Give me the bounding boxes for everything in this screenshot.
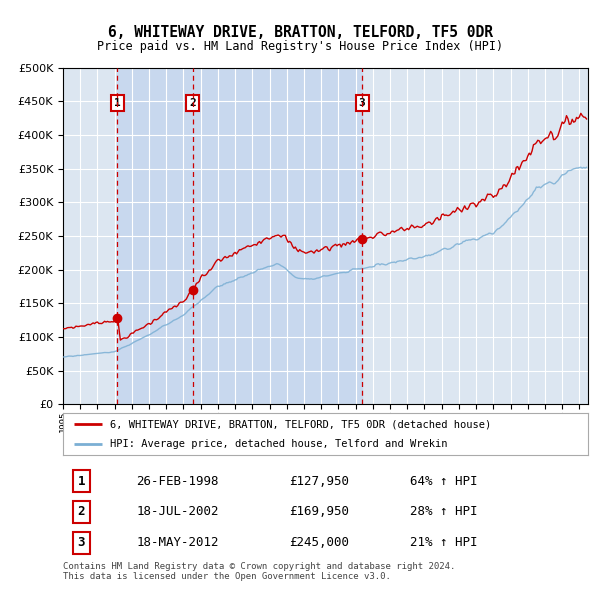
Text: 3: 3 — [359, 98, 365, 108]
Text: 26-FEB-1998: 26-FEB-1998 — [137, 475, 219, 488]
Text: Price paid vs. HM Land Registry's House Price Index (HPI): Price paid vs. HM Land Registry's House … — [97, 40, 503, 53]
Text: 21% ↑ HPI: 21% ↑ HPI — [409, 536, 477, 549]
Bar — [193, 68, 362, 404]
Text: 28% ↑ HPI: 28% ↑ HPI — [409, 506, 477, 519]
Text: £169,950: £169,950 — [289, 506, 349, 519]
Text: 1: 1 — [114, 98, 121, 108]
Bar — [117, 68, 193, 404]
Text: 3: 3 — [77, 536, 85, 549]
Text: 18-JUL-2002: 18-JUL-2002 — [137, 506, 219, 519]
Text: 2: 2 — [77, 506, 85, 519]
Text: 2: 2 — [190, 98, 196, 108]
Text: 6, WHITEWAY DRIVE, BRATTON, TELFORD, TF5 0DR (detached house): 6, WHITEWAY DRIVE, BRATTON, TELFORD, TF5… — [110, 419, 491, 430]
Text: 1: 1 — [77, 475, 85, 488]
Text: £245,000: £245,000 — [289, 536, 349, 549]
Text: £127,950: £127,950 — [289, 475, 349, 488]
Text: HPI: Average price, detached house, Telford and Wrekin: HPI: Average price, detached house, Telf… — [110, 439, 448, 449]
Text: Contains HM Land Registry data © Crown copyright and database right 2024.
This d: Contains HM Land Registry data © Crown c… — [63, 562, 455, 581]
Text: 18-MAY-2012: 18-MAY-2012 — [137, 536, 219, 549]
Text: 6, WHITEWAY DRIVE, BRATTON, TELFORD, TF5 0DR: 6, WHITEWAY DRIVE, BRATTON, TELFORD, TF5… — [107, 25, 493, 40]
Text: 64% ↑ HPI: 64% ↑ HPI — [409, 475, 477, 488]
